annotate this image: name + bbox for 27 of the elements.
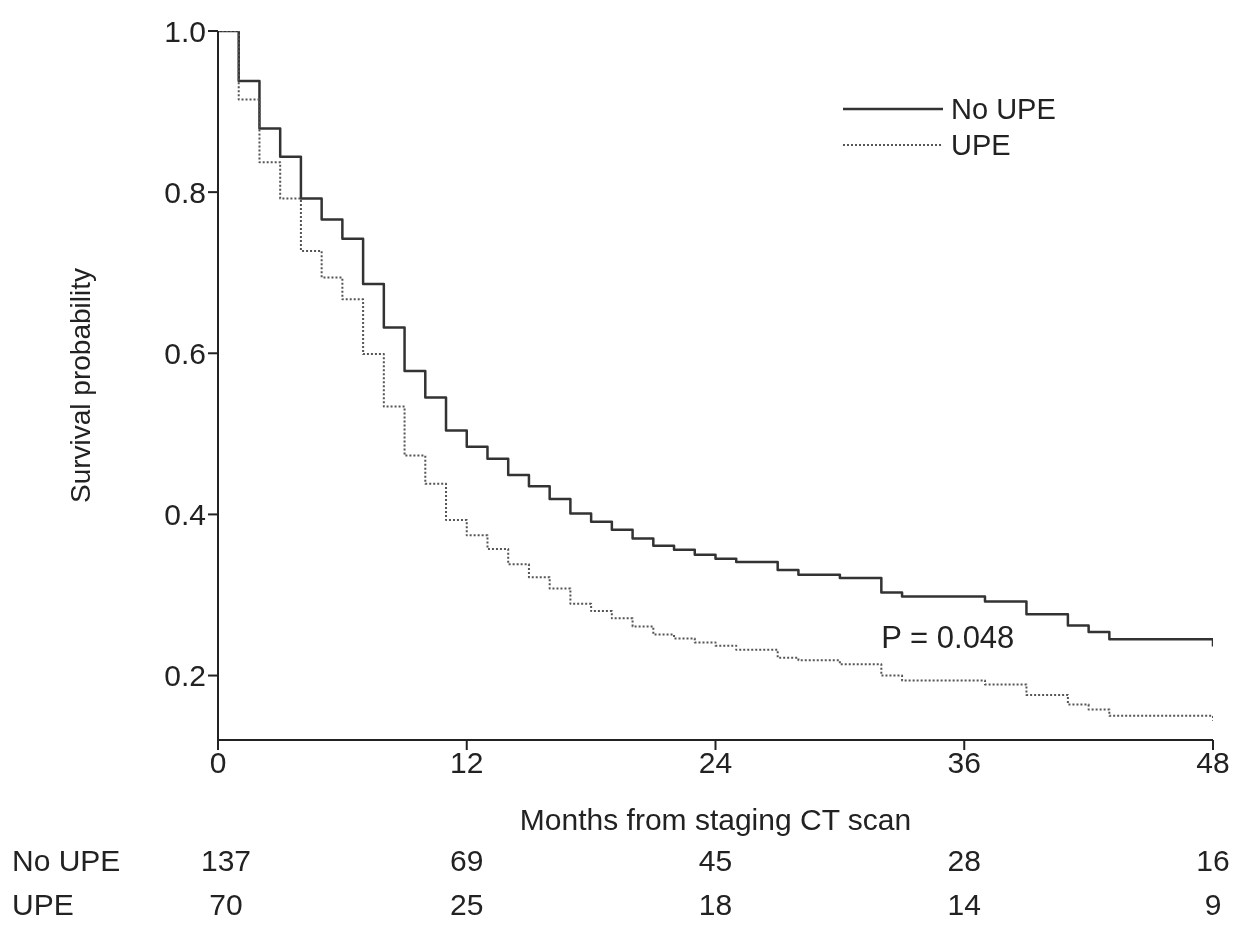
annotation: P = 0.048 xyxy=(881,620,1015,656)
text: No UPE xyxy=(12,844,121,878)
x-tick-label: 24 xyxy=(698,746,733,780)
x-tick-label: 12 xyxy=(450,746,484,780)
x-tick-label: 36 xyxy=(947,746,981,780)
x-tick-label: 0 xyxy=(209,746,227,780)
text: 25 xyxy=(449,888,485,922)
text: 69 xyxy=(449,844,485,878)
text: 70 xyxy=(208,888,244,922)
text: 28 xyxy=(946,844,982,878)
text: 14 xyxy=(946,888,982,922)
x-tick-label: 48 xyxy=(1196,746,1230,780)
text: 9 xyxy=(1203,888,1223,922)
x-axis-title: Months from staging CT scan xyxy=(519,803,912,836)
y-tick-label: 0.6 xyxy=(164,336,206,370)
y-tick-label: 0.2 xyxy=(164,659,206,693)
text: 137 xyxy=(199,844,253,878)
text: UPE xyxy=(12,888,74,922)
y-tick-label: 0.8 xyxy=(164,175,206,209)
y-axis-title: Survival probability xyxy=(64,268,96,503)
y-tick-label: 0.4 xyxy=(164,498,206,532)
y-tick-label: 1.0 xyxy=(164,14,206,48)
legend-label: UPE xyxy=(951,128,1011,162)
text: 16 xyxy=(1195,844,1231,878)
text: 18 xyxy=(697,888,734,922)
legend-label: No UPE xyxy=(951,92,1056,126)
text: 45 xyxy=(697,844,734,878)
